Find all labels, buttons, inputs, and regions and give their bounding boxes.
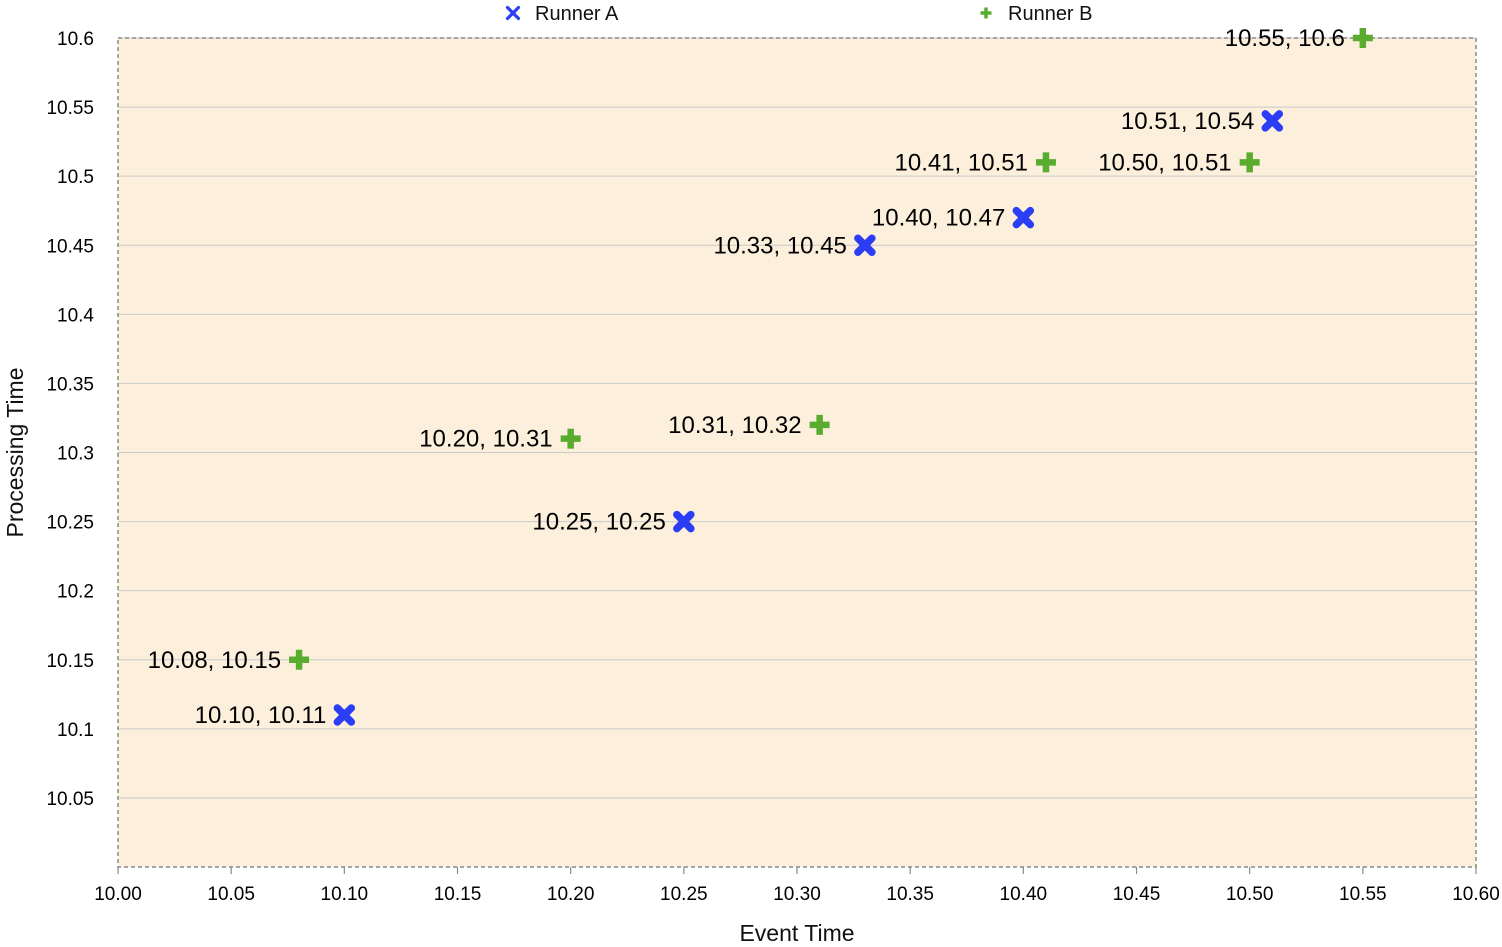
legend-x-marker-icon [505, 5, 521, 21]
gridlines [118, 37, 1476, 799]
data-label: 10.25, 10.25 [532, 509, 665, 536]
x-axis-title: Event Time [739, 920, 854, 946]
data-label: 10.20, 10.31 [419, 426, 552, 453]
plus-marker-icon [289, 649, 310, 670]
runner-a-point: 10.10, 10.11 [195, 702, 356, 729]
y-tick-label: 10.2 [57, 582, 94, 603]
x-tick-label: 10.15 [434, 884, 482, 905]
x-marker-icon [333, 704, 356, 726]
x-tick-label: 10.20 [547, 884, 595, 905]
plus-marker-icon [809, 414, 830, 435]
data-label: 10.40, 10.47 [872, 205, 1005, 232]
y-tick-label: 10.4 [57, 305, 94, 326]
y-tick-label: 10.45 [46, 236, 94, 257]
y-tick-label: 10.3 [57, 444, 94, 465]
plus-marker-icon [1352, 28, 1373, 48]
x-tick-label: 10.25 [660, 884, 708, 905]
runner-b-point: 10.08, 10.15 [148, 647, 310, 674]
x-tick-label: 10.05 [207, 884, 255, 905]
y-axis-title: Processing Time [2, 367, 28, 537]
data-label: 10.51, 10.54 [1121, 108, 1254, 135]
plus-marker-icon [1239, 152, 1260, 173]
data-label: 10.10, 10.11 [195, 702, 327, 729]
data-label: 10.50, 10.51 [1098, 149, 1231, 176]
y-tick-label: 10.15 [46, 651, 94, 672]
runner-b-point: 10.31, 10.32 [668, 412, 830, 439]
y-axis: 10.05 10.1 10.15 10.2 10.25 10.3 10.35 10.4 10.4… [46, 29, 94, 810]
runner-b-point: 10.41, 10.51 [895, 149, 1056, 176]
legend-label: Runner B [1008, 3, 1093, 25]
x-marker-icon [1261, 110, 1284, 132]
runner-a-point: 10.51, 10.54 [1121, 108, 1284, 135]
legend-item: Runner B [980, 3, 1093, 25]
x-tick-label: 10.55 [1339, 884, 1387, 905]
legend: Runner A Runner B [505, 3, 1093, 25]
legend-item: Runner A [505, 3, 619, 25]
x-marker-icon [854, 234, 876, 256]
x-tick-label: 10.10 [321, 884, 369, 905]
legend-label: Runner A [535, 3, 619, 25]
data-label: 10.33, 10.45 [713, 232, 846, 259]
plus-marker-icon [560, 428, 581, 449]
y-tick-label: 10.1 [57, 720, 94, 741]
runner-a-point: 10.40, 10.47 [872, 205, 1035, 232]
y-tick-label: 10.35 [46, 374, 94, 395]
x-tick-label: 10.00 [94, 884, 142, 905]
runner-a-point: 10.33, 10.45 [713, 232, 876, 259]
data-label: 10.55, 10.6 [1225, 25, 1345, 52]
runner-a-point: 10.25, 10.25 [532, 509, 695, 536]
x-marker-icon [1012, 206, 1035, 229]
data-label: 10.31, 10.32 [668, 412, 801, 439]
y-tick-label: 10.05 [46, 789, 94, 810]
x-tick-label: 10.60 [1452, 884, 1500, 905]
y-tick-label: 10.25 [46, 513, 94, 534]
data-label: 10.08, 10.15 [148, 647, 281, 674]
y-tick-label: 10.6 [57, 29, 94, 50]
x-tick-label: 10.40 [1000, 884, 1048, 905]
x-tick-label: 10.35 [886, 884, 934, 905]
runner-b-point: 10.55, 10.6 [1225, 25, 1373, 52]
y-tick-label: 10.5 [57, 167, 94, 188]
runner-b-point: 10.20, 10.31 [419, 426, 581, 453]
y-tick-label: 10.55 [46, 98, 94, 119]
x-tick-label: 10.30 [773, 884, 821, 905]
data-points: 10.10, 10.11 10.25, 10.25 10.33, 10.45 10.4… [148, 25, 1373, 729]
legend-plus-marker-icon [980, 7, 992, 19]
x-axis: 10.00 10.05 10.10 10.15 10.20 10.25 10.30 10.35… [94, 867, 1500, 905]
data-label: 10.41, 10.51 [895, 149, 1028, 176]
plus-marker-icon [1035, 152, 1056, 173]
x-marker-icon [673, 510, 695, 533]
x-tick-label: 10.45 [1113, 884, 1161, 905]
x-tick-label: 10.50 [1226, 884, 1274, 905]
runner-b-point: 10.50, 10.51 [1098, 149, 1260, 176]
